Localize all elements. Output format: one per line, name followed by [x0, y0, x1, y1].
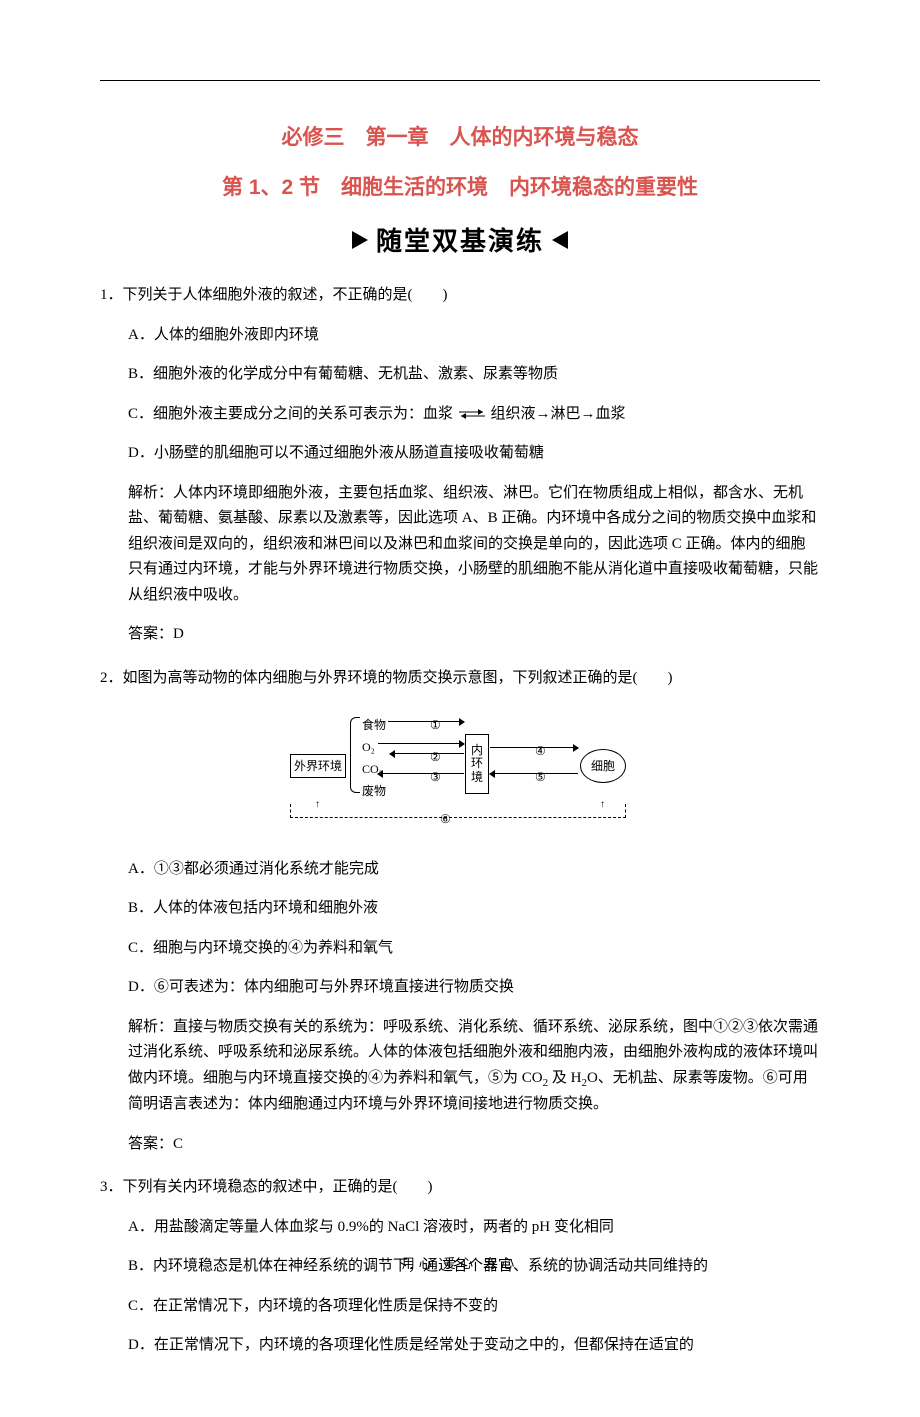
banner-text: 随堂双基演练: [376, 221, 544, 258]
q2-answer: 答案：C: [128, 1132, 820, 1158]
q2-stem: 2．如图为高等动物的体内细胞与外界环境的物质交换示意图，下列叙述正确的是( ): [100, 666, 820, 692]
section-title: 第 1、2 节 细胞生活的环境 内环境稳态的重要性: [100, 171, 820, 201]
diagram-external-env: 外界环境: [290, 754, 346, 778]
q2-diagram-wrap: 外界环境 食物 O₂ CO₂ 废物 ① ② ③ ④ ⑤ ⑥ 内: [100, 709, 820, 839]
q2-option-a: A．①③都必须通过消化系统才能完成: [128, 857, 820, 883]
page-footer: 用心 爱心 专心: [0, 1253, 920, 1272]
q2-option-b: B．人体的体液包括内环境和细胞外液: [128, 896, 820, 922]
q1-option-a: A．人体的细胞外液即内环境: [128, 323, 820, 349]
diagram-arrow-5: [490, 773, 578, 774]
diagram-label-o2: O₂: [362, 737, 375, 757]
q3-option-c: C．在正常情况下，内环境的各项理化性质是保持不变的: [128, 1294, 820, 1320]
double-arrow-icon: [457, 409, 487, 419]
diagram-cell: 细胞: [580, 749, 626, 783]
diagram-circle-2: ②: [430, 747, 441, 767]
dash-arrow-right-icon: ↑: [600, 796, 605, 813]
document-page: 必修三 第一章 人体的内环境与稳态 第 1、2 节 细胞生活的环境 内环境稳态的…: [0, 0, 920, 1417]
diagram-arrow-4: [490, 747, 578, 748]
q1-answer: 答案：D: [128, 622, 820, 648]
diagram-huan: 环: [471, 757, 483, 770]
diagram-circle-4: ④: [535, 741, 546, 761]
q3-stem: 3．下列有关内环境稳态的叙述中，正确的是( ): [100, 1175, 820, 1201]
q3-option-a: A．用盐酸滴定等量人体血浆与 0.9%的 NaCl 溶液时，两者的 pH 变化相…: [128, 1215, 820, 1241]
q2-option-d: D．⑥可表述为：体内细胞可与外界环境直接进行物质交换: [128, 975, 820, 1001]
diagram-circle-3: ③: [430, 767, 441, 787]
diagram-label-waste: 废物: [362, 781, 386, 801]
diagram-arrow-2b: [390, 753, 464, 754]
q2-option-c: C．细胞与内环境交换的④为养料和氧气: [128, 936, 820, 962]
diagram-jing: 境: [471, 771, 483, 784]
chapter-title: 必修三 第一章 人体的内环境与稳态: [100, 121, 820, 151]
diagram-arrow-1: [388, 721, 464, 722]
q2-diagram: 外界环境 食物 O₂ CO₂ 废物 ① ② ③ ④ ⑤ ⑥ 内: [290, 709, 630, 829]
q3-option-d: D．在正常情况下，内环境的各项理化性质是经常处于变动之中的，但都保持在适宜的: [128, 1333, 820, 1359]
dash-arrow-left-icon: ↑: [315, 796, 320, 813]
diagram-label-food: 食物: [362, 715, 386, 735]
banner-triangle-left-icon: [352, 231, 368, 249]
diagram-circle-1: ①: [430, 715, 441, 735]
q2-explain-mid: 及 H: [548, 1070, 581, 1086]
q1-option-b: B．细胞外液的化学成分中有葡萄糖、无机盐、激素、尿素等物质: [128, 362, 820, 388]
practice-banner: 随堂双基演练: [100, 221, 820, 258]
q1-stem: 1．下列关于人体细胞外液的叙述，不正确的是( ): [100, 283, 820, 309]
q1-explanation: 解析：人体内环境即细胞外液，主要包括血浆、组织液、淋巴。它们在物质组成上相似，都…: [128, 481, 820, 609]
diagram-circle-5: ⑤: [535, 767, 546, 787]
question-1: 1．下列关于人体细胞外液的叙述，不正确的是( ) A．人体的细胞外液即内环境 B…: [100, 283, 820, 648]
q2-explanation: 解析：直接与物质交换有关的系统为：呼吸系统、消化系统、循环系统、泌尿系统，图中①…: [128, 1015, 820, 1118]
diagram-arrow-2a: [378, 743, 464, 744]
diagram-arrow-3: [378, 773, 464, 774]
top-horizontal-rule: [100, 80, 820, 81]
banner-triangle-right-icon: [552, 231, 568, 249]
diagram-brace-icon: [350, 717, 360, 793]
question-2: 2．如图为高等动物的体内细胞与外界环境的物质交换示意图，下列叙述正确的是( ) …: [100, 666, 820, 1158]
diagram-dashed-line: ↑ ↑: [290, 804, 626, 818]
q1-optc-pre: C．细胞外液主要成分之间的关系可表示为：血浆: [128, 406, 453, 422]
q1-optc-post: 组织液→淋巴→血浆: [491, 406, 626, 422]
q1-option-d: D．小肠壁的肌细胞可以不通过细胞外液从肠道直接吸收葡萄糖: [128, 441, 820, 467]
q1-option-c: C．细胞外液主要成分之间的关系可表示为：血浆 组织液→淋巴→血浆: [128, 402, 820, 428]
diagram-internal-env: 内 环 境: [465, 734, 489, 794]
